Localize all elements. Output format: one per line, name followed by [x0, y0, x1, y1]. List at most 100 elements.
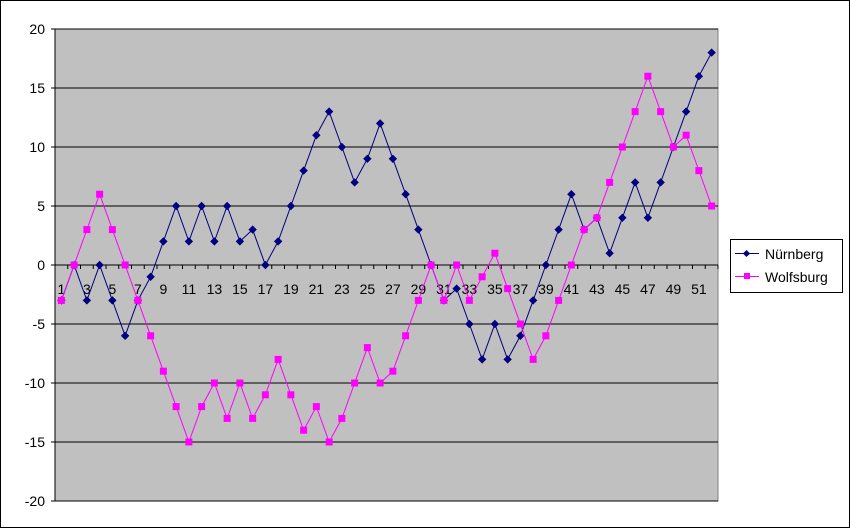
data-point-series-2 — [134, 296, 142, 304]
x-tick-label: 11 — [182, 281, 197, 297]
data-point-series-1 — [350, 178, 359, 187]
x-tick-label: 27 — [385, 281, 401, 297]
data-point-series-1 — [184, 237, 194, 246]
data-point-series-2 — [478, 273, 486, 281]
data-point-series-2 — [516, 320, 524, 328]
data-point-series-2 — [682, 131, 690, 139]
data-point-series-2 — [453, 261, 461, 269]
data-point-series-2 — [618, 143, 626, 151]
x-tick-label: 1 — [57, 281, 65, 297]
y-tick-label: -5 — [33, 316, 46, 332]
data-point-series-2 — [300, 426, 308, 434]
data-point-series-2 — [96, 190, 104, 198]
data-point-series-1 — [477, 355, 487, 364]
series-line-2 — [60, 74, 713, 444]
data-point-series-2 — [70, 261, 78, 269]
legend-marker-square-icon — [744, 273, 750, 279]
data-point-series-1 — [465, 319, 474, 329]
data-point-series-2 — [708, 202, 716, 210]
data-point-series-1 — [401, 189, 410, 199]
x-tick-label: 31 — [436, 281, 452, 297]
x-tick-label: 43 — [589, 281, 605, 297]
data-point-series-2 — [491, 249, 499, 257]
legend-label-series-2: Wolfsburg — [765, 269, 828, 285]
data-point-series-1 — [120, 331, 130, 341]
data-point-series-1 — [567, 189, 576, 199]
data-point-series-2 — [606, 178, 614, 186]
data-point-series-2 — [465, 296, 473, 304]
data-point-series-2 — [389, 367, 397, 375]
data-point-series-1 — [324, 107, 334, 116]
data-point-series-1 — [108, 296, 117, 305]
data-point-series-2 — [274, 355, 282, 363]
data-point-series-2 — [631, 108, 639, 116]
data-point-series-2 — [351, 379, 359, 387]
x-tick-label: 21 — [309, 281, 325, 297]
data-point-series-2 — [159, 367, 167, 375]
x-tick-label: 7 — [134, 281, 142, 297]
data-point-series-2 — [198, 403, 206, 411]
data-point-series-1 — [146, 272, 155, 282]
data-point-series-2 — [236, 379, 244, 387]
legend-item-series-1: Nürnberg — [731, 244, 842, 264]
data-point-series-2 — [325, 438, 333, 446]
data-point-series-1 — [248, 225, 257, 234]
data-point-series-1 — [171, 201, 181, 211]
x-tick-label: 15 — [232, 281, 248, 297]
data-point-series-2 — [83, 226, 91, 234]
y-tick-label: -20 — [25, 493, 45, 509]
x-tick-label: 13 — [207, 281, 223, 297]
data-point-series-2 — [172, 403, 180, 411]
data-point-series-1 — [414, 225, 423, 234]
y-tick-label: 15 — [29, 80, 45, 96]
data-point-series-1 — [286, 201, 296, 211]
data-point-series-1 — [630, 178, 640, 187]
x-tick-label: 39 — [538, 281, 554, 297]
data-point-series-1 — [363, 154, 372, 164]
x-tick-label: 37 — [513, 281, 529, 297]
data-point-series-2 — [414, 296, 422, 304]
data-point-series-2 — [363, 344, 371, 352]
data-point-series-1 — [528, 296, 538, 305]
x-tick-label: 49 — [666, 281, 682, 297]
data-point-series-2 — [287, 391, 295, 399]
data-point-series-2 — [593, 214, 601, 222]
x-tick-label: 41 — [564, 281, 580, 297]
x-tick-label: 51 — [691, 281, 707, 297]
data-point-series-1 — [490, 319, 500, 329]
legend-marker-diamond-icon — [742, 249, 751, 258]
data-point-series-1 — [452, 284, 461, 293]
y-tick-label: -10 — [25, 375, 45, 391]
data-point-series-1 — [694, 71, 704, 81]
y-tick-label: 0 — [37, 257, 45, 273]
data-point-series-1 — [707, 48, 716, 57]
data-point-series-1 — [82, 296, 92, 305]
legend-label-series-1: Nürnberg — [765, 246, 824, 262]
data-point-series-2 — [147, 332, 155, 340]
data-point-series-2 — [529, 355, 537, 363]
data-point-series-1 — [656, 178, 665, 187]
legend-item-series-2: Wolfsburg — [731, 267, 842, 287]
data-point-series-2 — [249, 414, 257, 422]
x-tick-label: 47 — [640, 281, 656, 297]
data-point-series-1 — [95, 260, 104, 270]
data-point-series-1 — [643, 213, 653, 223]
data-point-series-2 — [108, 226, 116, 234]
data-point-series-2 — [121, 261, 129, 269]
y-tick-label: 5 — [37, 198, 45, 214]
data-point-series-1 — [503, 355, 512, 364]
x-tick-label: 17 — [258, 281, 274, 297]
data-point-series-2 — [223, 414, 231, 422]
x-tick-label: 5 — [108, 281, 116, 297]
x-tick-label: 9 — [159, 281, 167, 297]
data-point-series-2 — [402, 332, 410, 340]
chart-legend: Nürnberg Wolfsburg — [730, 239, 843, 293]
data-point-series-1 — [337, 142, 347, 152]
data-point-series-1 — [605, 248, 614, 258]
data-point-series-1 — [210, 237, 219, 246]
data-point-series-2 — [312, 403, 320, 411]
data-point-series-2 — [57, 296, 65, 304]
x-tick-label: 35 — [487, 281, 503, 297]
data-point-series-1 — [299, 166, 308, 175]
